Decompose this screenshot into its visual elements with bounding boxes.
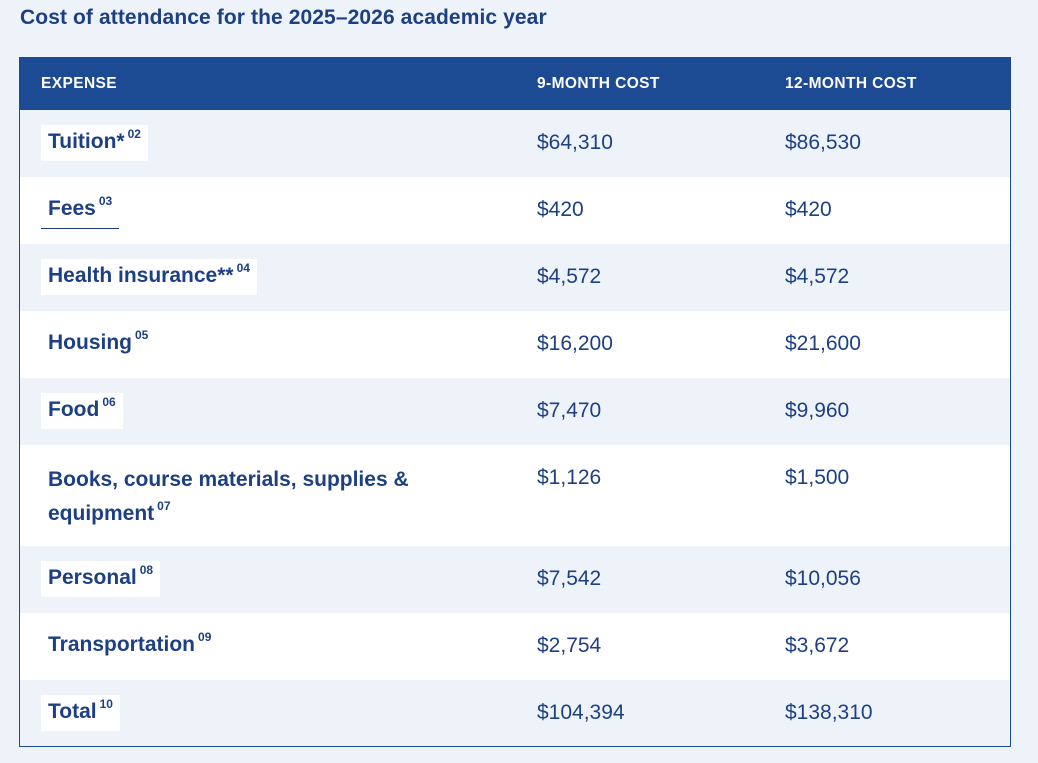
- expense-cell: Housing 05: [20, 311, 515, 362]
- expense-cell: Fees 03: [20, 177, 515, 229]
- twelve-month-cost: $138,310: [785, 701, 873, 724]
- expense-link-tuition[interactable]: Tuition* 02: [41, 125, 148, 161]
- footnote-ref: 10: [99, 697, 113, 711]
- twelve-month-cost: $86,530: [785, 131, 861, 154]
- expense-label: Food: [48, 398, 100, 421]
- nine-month-cost: $2,754: [537, 634, 602, 657]
- column-header-12-month-cost: 12-MONTH COST: [785, 75, 917, 92]
- expense-label: Fees: [48, 197, 96, 220]
- expense-cell: Health insurance** 04: [20, 244, 515, 295]
- footnote-ref: 09: [198, 630, 212, 644]
- table-row: Food 06 $7,470 $9,960: [20, 378, 1010, 445]
- expense-cell: Transportation 09: [20, 613, 515, 664]
- footnote-ref: 08: [139, 563, 154, 577]
- expense-label-line1: Books, course materials, supplies &: [48, 468, 409, 491]
- footnote-ref: 03: [98, 194, 113, 208]
- twelve-month-cost: $3,672: [785, 634, 850, 657]
- expense-cell: Food 06: [20, 378, 515, 429]
- nine-month-cost: $420: [537, 198, 584, 221]
- expense-label: Housing: [48, 331, 132, 354]
- expense-label: Tuition*: [48, 130, 125, 153]
- table-header: EXPENSE 9-MONTH COST 12-MONTH COST: [20, 58, 1010, 110]
- expense-link-food[interactable]: Food 06: [41, 393, 123, 429]
- twelve-month-cost: $10,056: [785, 567, 861, 590]
- nine-month-cost: $7,470: [537, 399, 602, 422]
- expense-label: Health insurance**: [48, 264, 234, 287]
- column-header-9-month-cost: 9-MONTH COST: [537, 75, 660, 92]
- twelve-month-cost: $1,500: [785, 466, 850, 489]
- footnote-ref: 05: [135, 328, 149, 342]
- twelve-month-cost: $420: [785, 198, 832, 221]
- table-row: Transportation 09 $2,754 $3,672: [20, 613, 1010, 680]
- nine-month-cost: $64,310: [537, 131, 613, 154]
- table-row: Fees 03 $420 $420: [20, 177, 1010, 244]
- expense-label-line2: equipment: [48, 502, 155, 525]
- expense-cell: Total 10: [20, 680, 515, 731]
- nine-month-cost: $16,200: [537, 332, 613, 355]
- expense-link-housing[interactable]: Housing 05: [41, 326, 155, 362]
- expense-link-personal[interactable]: Personal 08: [41, 561, 161, 597]
- page-title: Cost of attendance for the 2025–2026 aca…: [20, 6, 547, 29]
- table-row: Housing 05 $16,200 $21,600: [20, 311, 1010, 378]
- expense-link-fees[interactable]: Fees 03: [41, 192, 120, 229]
- expense-link-total[interactable]: Total 10: [41, 695, 120, 731]
- expense-label: Transportation: [48, 633, 196, 656]
- expense-cell: Personal 08: [20, 546, 515, 597]
- twelve-month-cost: $9,960: [785, 399, 850, 422]
- expense-label: Total: [48, 700, 97, 723]
- nine-month-cost: $1,126: [537, 466, 602, 489]
- footnote-ref: 02: [127, 127, 141, 141]
- footnote-ref: 04: [236, 261, 250, 275]
- footnote-ref: 06: [102, 395, 116, 409]
- table-row: Health insurance** 04 $4,572 $4,572: [20, 244, 1010, 311]
- cost-table: EXPENSE 9-MONTH COST 12-MONTH COST Tuiti…: [19, 57, 1011, 747]
- footnote-ref: 07: [157, 499, 171, 513]
- nine-month-cost: $4,572: [537, 265, 602, 288]
- table-row: Personal 08 $7,542 $10,056: [20, 546, 1010, 613]
- expense-link-transportation[interactable]: Transportation 09: [41, 628, 218, 664]
- nine-month-cost: $7,542: [537, 567, 602, 590]
- expense-cell: Tuition* 02: [20, 110, 515, 161]
- table-row: Tuition* 02 $64,310 $86,530: [20, 110, 1010, 177]
- expense-cell: Books, course materials, supplies & equip…: [20, 445, 515, 533]
- twelve-month-cost: $21,600: [785, 332, 861, 355]
- expense-link-books[interactable]: Books, course materials, supplies & equip…: [41, 460, 416, 533]
- nine-month-cost: $104,394: [537, 701, 625, 724]
- expense-link-health-insurance[interactable]: Health insurance** 04: [41, 259, 257, 295]
- column-header-expense: EXPENSE: [41, 75, 118, 92]
- expense-label: Personal: [48, 566, 137, 589]
- table-row-total: Total 10 $104,394 $138,310: [20, 680, 1010, 746]
- table-row: Books, course materials, supplies & equip…: [20, 445, 1010, 546]
- twelve-month-cost: $4,572: [785, 265, 850, 288]
